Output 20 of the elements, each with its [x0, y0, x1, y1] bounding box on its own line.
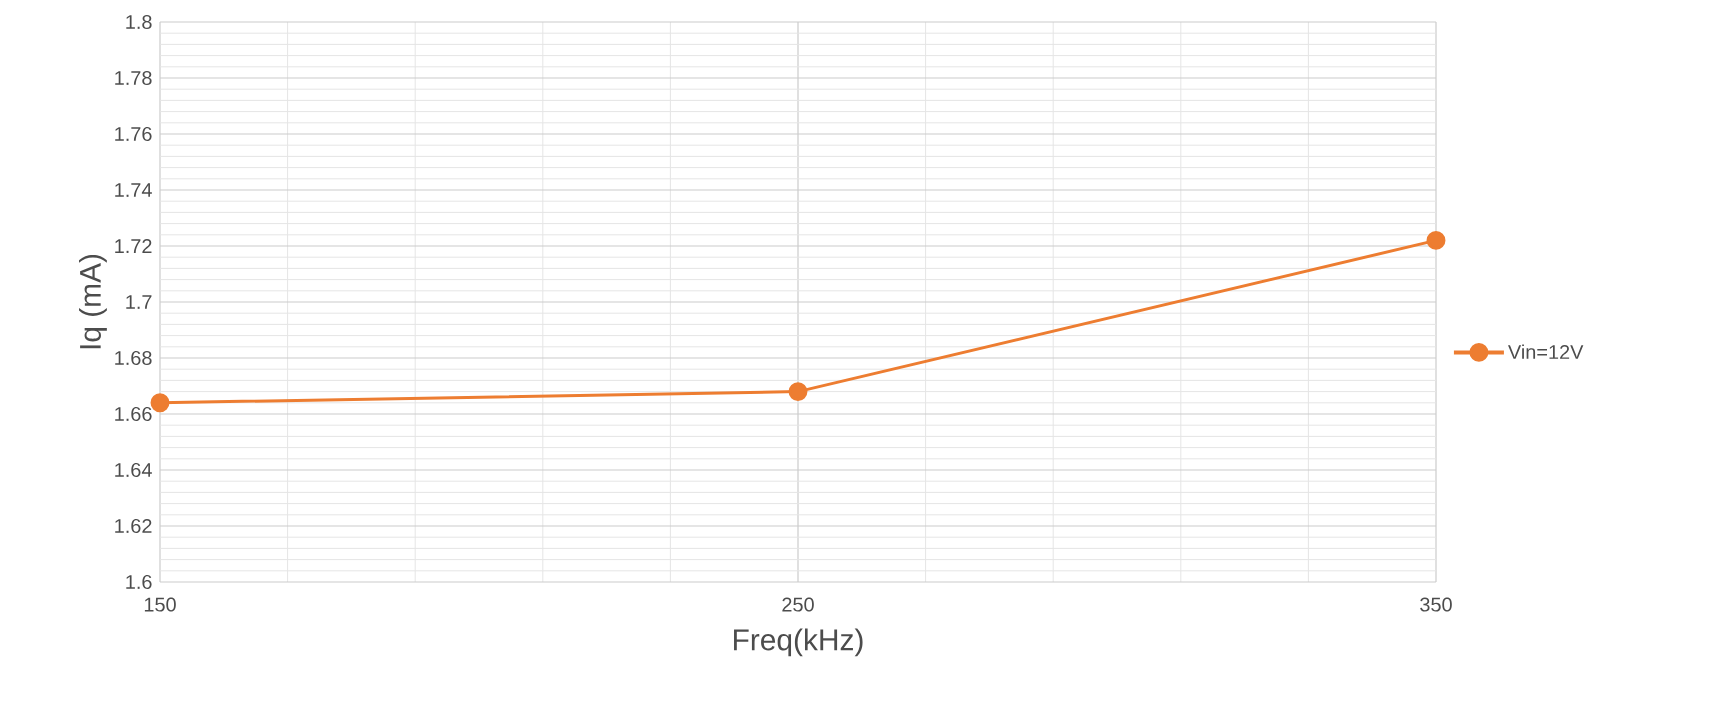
x-tick-label: 250 [782, 597, 814, 612]
point [788, 382, 808, 402]
x-axis-title: Freq(kHz) [734, 628, 863, 657]
y-tick-label: 1.74 [115, 183, 152, 197]
point [150, 393, 170, 413]
y-tick-label: 1.64 [115, 462, 152, 478]
y-tick-label: 1.66 [115, 406, 152, 422]
x-tick-label: 150 [144, 597, 176, 612]
y-tick-label: 1.8 [126, 14, 152, 30]
y-axis-title: Iq (mA) [79, 254, 107, 349]
y-tick-label: 1.6 [126, 574, 152, 590]
y-tick-label: 1.72 [115, 239, 152, 253]
y-tick-label: 1.62 [115, 518, 152, 534]
x-tick-label: 350 [1420, 597, 1452, 612]
y-tick-label: 1.68 [115, 350, 152, 366]
y-tick-label: 1.7 [126, 295, 152, 309]
point [1426, 230, 1446, 250]
y-tick-label: 1.76 [115, 126, 152, 142]
legend-label: Vin=12V [1508, 344, 1584, 359]
y-tick-label: 1.78 [115, 70, 152, 86]
